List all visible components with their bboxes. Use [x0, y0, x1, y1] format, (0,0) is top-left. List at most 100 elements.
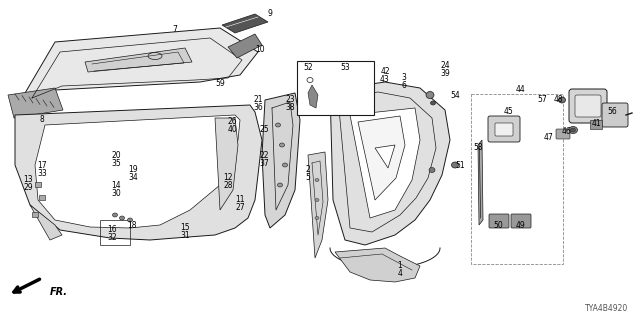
Ellipse shape	[570, 128, 575, 132]
Text: 39: 39	[440, 68, 450, 77]
FancyBboxPatch shape	[488, 116, 520, 142]
Ellipse shape	[280, 143, 285, 147]
Polygon shape	[478, 140, 483, 225]
Text: 43: 43	[380, 76, 390, 84]
Ellipse shape	[451, 162, 458, 168]
Text: 21: 21	[253, 95, 263, 105]
Text: 59: 59	[215, 78, 225, 87]
Ellipse shape	[278, 183, 282, 187]
Text: 18: 18	[127, 220, 137, 229]
Text: 23: 23	[285, 95, 295, 105]
Polygon shape	[330, 82, 450, 245]
Bar	[35, 182, 41, 187]
Polygon shape	[358, 116, 405, 200]
Text: 3: 3	[401, 74, 406, 83]
Text: 49: 49	[515, 220, 525, 229]
Text: 22: 22	[259, 150, 269, 159]
Ellipse shape	[568, 126, 577, 133]
FancyBboxPatch shape	[489, 214, 509, 228]
Bar	[39, 195, 45, 200]
FancyBboxPatch shape	[495, 123, 513, 136]
Text: 33: 33	[37, 169, 47, 178]
Text: 20: 20	[111, 150, 121, 159]
FancyBboxPatch shape	[602, 103, 628, 127]
Polygon shape	[356, 65, 372, 115]
Text: 1: 1	[397, 260, 403, 269]
Text: 37: 37	[259, 158, 269, 167]
Text: 24: 24	[440, 60, 450, 69]
Text: 42: 42	[380, 68, 390, 76]
Polygon shape	[8, 88, 63, 118]
FancyBboxPatch shape	[297, 61, 374, 115]
Ellipse shape	[559, 97, 566, 103]
Polygon shape	[375, 145, 395, 168]
Polygon shape	[228, 34, 262, 58]
Text: 47: 47	[543, 133, 553, 142]
Text: 13: 13	[23, 175, 33, 185]
Text: 54: 54	[450, 91, 460, 100]
Polygon shape	[335, 248, 420, 282]
Text: 32: 32	[107, 234, 117, 243]
Ellipse shape	[282, 163, 287, 167]
Ellipse shape	[275, 123, 280, 127]
Text: 19: 19	[128, 165, 138, 174]
Text: 4: 4	[397, 268, 403, 277]
Bar	[590, 120, 602, 129]
Text: FR.: FR.	[50, 287, 68, 297]
Text: 9: 9	[268, 9, 273, 18]
Text: 50: 50	[493, 220, 503, 229]
Text: 46: 46	[561, 127, 571, 137]
Text: 29: 29	[23, 183, 33, 193]
Ellipse shape	[429, 167, 435, 172]
Ellipse shape	[127, 218, 132, 222]
Text: 57: 57	[537, 95, 547, 105]
Text: 34: 34	[128, 173, 138, 182]
FancyBboxPatch shape	[569, 89, 607, 123]
Text: 44: 44	[515, 85, 525, 94]
FancyBboxPatch shape	[575, 95, 601, 117]
Text: 51: 51	[455, 161, 465, 170]
Text: 10: 10	[255, 45, 265, 54]
Text: 48: 48	[553, 95, 563, 105]
Text: 56: 56	[607, 108, 617, 116]
Text: 53: 53	[340, 62, 350, 71]
FancyBboxPatch shape	[511, 214, 531, 228]
Polygon shape	[308, 152, 328, 258]
Polygon shape	[85, 48, 192, 72]
Text: 8: 8	[40, 116, 44, 124]
Text: 7: 7	[173, 26, 177, 35]
FancyBboxPatch shape	[556, 129, 570, 139]
Bar	[100, 220, 130, 245]
Text: 25: 25	[259, 125, 269, 134]
Ellipse shape	[315, 179, 319, 181]
Text: 30: 30	[111, 188, 121, 197]
Text: 28: 28	[223, 181, 233, 190]
Polygon shape	[30, 205, 62, 240]
Ellipse shape	[431, 101, 435, 105]
Text: 35: 35	[111, 158, 121, 167]
Polygon shape	[15, 105, 262, 240]
Bar	[32, 212, 38, 217]
Text: 41: 41	[591, 119, 601, 129]
Ellipse shape	[120, 216, 125, 220]
Text: TYA4B4920: TYA4B4920	[585, 304, 628, 313]
Polygon shape	[222, 14, 268, 33]
Text: 26: 26	[227, 117, 237, 126]
Text: 58: 58	[473, 143, 483, 153]
Text: 14: 14	[111, 180, 121, 189]
Ellipse shape	[315, 217, 319, 220]
Text: 2: 2	[306, 165, 310, 174]
Text: 15: 15	[180, 223, 190, 233]
Text: 40: 40	[227, 125, 237, 134]
Text: 52: 52	[303, 62, 313, 71]
Ellipse shape	[315, 198, 319, 202]
Polygon shape	[35, 115, 240, 228]
FancyBboxPatch shape	[471, 94, 563, 264]
Ellipse shape	[113, 213, 118, 217]
Polygon shape	[308, 85, 318, 108]
Ellipse shape	[426, 92, 434, 99]
Text: 38: 38	[285, 103, 295, 113]
Polygon shape	[350, 108, 420, 218]
Text: 6: 6	[401, 82, 406, 91]
Text: 31: 31	[180, 231, 190, 241]
